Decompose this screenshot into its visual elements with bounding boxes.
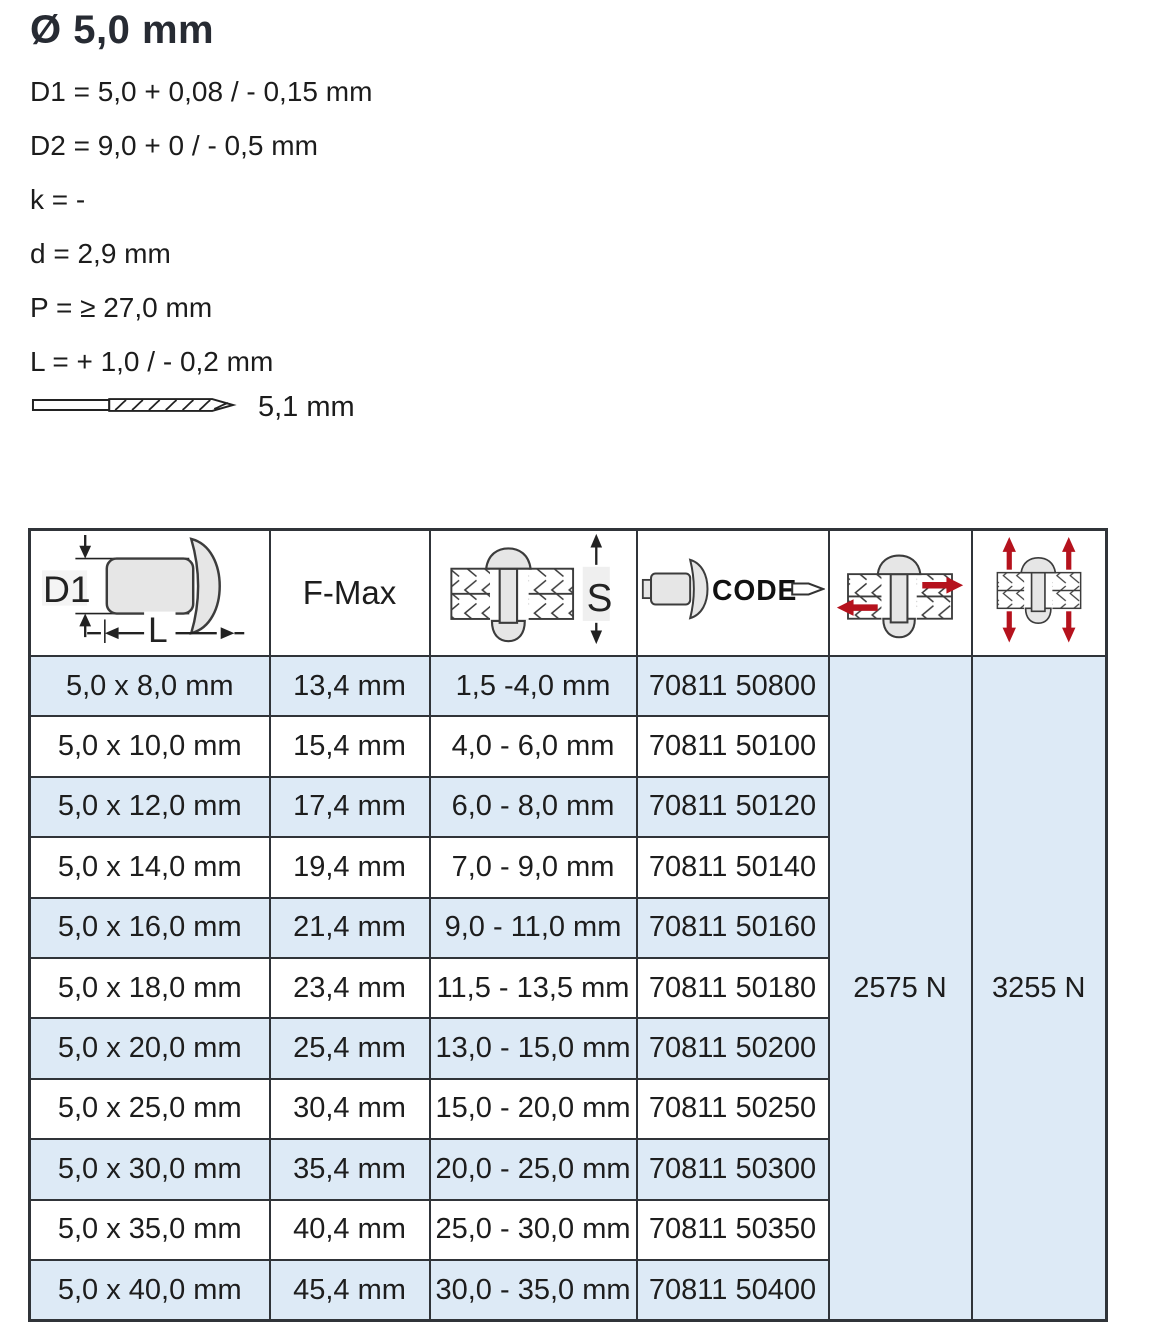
header-code-cell: CODE	[635, 528, 830, 657]
code-cell: 70811 50350	[635, 1198, 830, 1261]
fmax-cell: 17,4 mm	[268, 775, 431, 839]
code-cell: 70811 50160	[635, 896, 830, 959]
table-row: 5,0 x 20,0 mm 25,4 mm 13,0 - 15,0 mm 708…	[28, 1017, 1107, 1080]
header-fmax-cell: F-Max	[268, 528, 431, 657]
dimension-cell: 5,0 x 40,0 mm	[28, 1258, 271, 1322]
table-row: 5,0 x 25,0 mm 30,4 mm 15,0 - 20,0 mm 708…	[28, 1077, 1107, 1141]
fmax-cell: 35,4 mm	[268, 1138, 431, 1201]
spec-line-l: L = + 1,0 / - 0,2 mm	[30, 346, 274, 377]
grip-cell: 1,5 -4,0 mm	[428, 654, 638, 718]
fmax-cell: 15,4 mm	[268, 715, 431, 778]
dimension-cell: 5,0 x 18,0 mm	[28, 956, 271, 1020]
l-label: L	[148, 611, 168, 646]
grip-cell: 13,0 - 15,0 mm	[428, 1017, 638, 1080]
rivet-dimension-diagram-icon: D1 L	[41, 534, 245, 650]
table-row: 5,0 x 12,0 mm 17,4 mm 6,0 - 8,0 mm 70811…	[28, 775, 1107, 839]
table-row: 5,0 x 8,0 mm 13,4 mm 1,5 -4,0 mm 70811 5…	[28, 654, 1108, 1322]
fmax-cell: 19,4 mm	[268, 836, 431, 899]
dimension-cell: 5,0 x 25,0 mm	[28, 1077, 271, 1141]
spec-line-k: k = -	[30, 184, 86, 215]
code-cell: 70811 50100	[635, 715, 830, 778]
fmax-cell: 30,4 mm	[268, 1077, 431, 1141]
dimension-cell: 5,0 x 16,0 mm	[28, 896, 271, 959]
tensile-strength-cell: 3255 N	[970, 655, 1108, 1322]
fmax-cell: 40,4 mm	[268, 1198, 431, 1261]
header-tensile-cell	[970, 528, 1108, 657]
header-dimension-cell: D1 L	[28, 528, 271, 657]
rivet-code-icon: CODE	[641, 558, 826, 620]
fmax-cell: 45,4 mm	[268, 1258, 431, 1322]
fmax-label: F-Max	[302, 574, 397, 611]
tensile-strength-icon	[996, 536, 1082, 643]
code-cell: 70811 50140	[635, 836, 830, 899]
fmax-cell: 23,4 mm	[268, 956, 431, 1020]
table-row: 5,0 x 35,0 mm 40,4 mm 25,0 - 30,0 mm 708…	[28, 1198, 1107, 1261]
header-row: D1 L F-Max	[28, 528, 1108, 657]
d1-label: D1	[43, 567, 91, 609]
rivet-spec-table: D1 L F-Max	[28, 528, 1108, 1323]
drill-size-label: 5,1 mm	[258, 391, 355, 423]
grip-cell: 11,5 - 13,5 mm	[428, 956, 638, 1020]
grip-cell: 15,0 - 20,0 mm	[428, 1077, 638, 1141]
dimension-cell: 5,0 x 14,0 mm	[28, 836, 271, 899]
grip-cell: 20,0 - 25,0 mm	[428, 1138, 638, 1201]
spec-block: Ø 5,0 mm D1 = 5,0 + 0,08 / - 0,15 mm D2 …	[30, 8, 372, 389]
grip-cell: 25,0 - 30,0 mm	[428, 1198, 638, 1261]
code-cell: 70811 50300	[635, 1138, 830, 1201]
code-cell: 70811 50180	[635, 956, 830, 1020]
code-cell: 70811 50250	[635, 1077, 830, 1141]
drill-bit-icon	[30, 390, 238, 425]
dimension-cell: 5,0 x 20,0 mm	[28, 1017, 271, 1080]
fmax-cell: 13,4 mm	[268, 654, 431, 718]
table-row: 5,0 x 40,0 mm 45,4 mm 30,0 - 35,0 mm 708…	[28, 1258, 1107, 1322]
spec-line-d1: D1 = 5,0 + 0,08 / - 0,15 mm	[30, 76, 373, 107]
grip-cell: 6,0 - 8,0 mm	[428, 775, 638, 839]
grip-cell: 4,0 - 6,0 mm	[428, 715, 638, 778]
dimension-cell: 5,0 x 12,0 mm	[28, 775, 271, 839]
code-cell: 70811 50200	[635, 1017, 830, 1080]
table-body: 5,0 x 8,0 mm 13,4 mm 1,5 -4,0 mm 70811 5…	[28, 654, 1108, 1322]
code-label: CODE	[712, 574, 797, 606]
dimension-cell: 5,0 x 30,0 mm	[28, 1138, 271, 1201]
spec-line-d: d = 2,9 mm	[30, 238, 171, 269]
table-row: 5,0 x 16,0 mm 21,4 mm 9,0 - 11,0 mm 7081…	[28, 896, 1107, 959]
table-row: 5,0 x 14,0 mm 19,4 mm 7,0 - 9,0 mm 70811…	[28, 836, 1107, 899]
grip-cell: 30,0 - 35,0 mm	[428, 1258, 638, 1322]
spec-line-d2: D2 = 9,0 + 0 / - 0,5 mm	[30, 130, 318, 161]
table-row: 5,0 x 30,0 mm 35,4 mm 20,0 - 25,0 mm 708…	[28, 1138, 1107, 1201]
code-cell: 70811 50400	[635, 1258, 830, 1322]
dimension-cell: 5,0 x 8,0 mm	[28, 654, 271, 718]
code-cell: 70811 50120	[635, 775, 830, 839]
shear-strength-icon	[836, 554, 964, 639]
grip-cell: 9,0 - 11,0 mm	[428, 896, 638, 959]
header-shear-cell	[827, 528, 973, 657]
dimension-cell: 5,0 x 35,0 mm	[28, 1198, 271, 1261]
code-cell: 70811 50800	[635, 654, 830, 718]
grip-range-section-icon: S	[450, 533, 613, 645]
page-title: Ø 5,0 mm	[30, 8, 215, 52]
table-row: 5,0 x 18,0 mm 23,4 mm 11,5 - 13,5 mm 708…	[28, 956, 1107, 1020]
header-grip-cell: S	[428, 528, 638, 657]
spec-line-p: P = ≥ 27,0 mm	[30, 292, 213, 323]
s-label: S	[587, 577, 613, 620]
table-row: 5,0 x 10,0 mm 15,4 mm 4,0 - 6,0 mm 70811…	[28, 715, 1107, 778]
drill-row: 5,1 mm	[30, 390, 355, 425]
shear-strength-cell: 2575 N	[827, 655, 973, 1322]
fmax-cell: 25,4 mm	[268, 1017, 431, 1080]
spec-list: D1 = 5,0 + 0,08 / - 0,15 mm D2 = 9,0 + 0…	[30, 65, 372, 389]
dimension-cell: 5,0 x 10,0 mm	[28, 715, 271, 778]
fmax-cell: 21,4 mm	[268, 896, 431, 959]
grip-cell: 7,0 - 9,0 mm	[428, 836, 638, 899]
